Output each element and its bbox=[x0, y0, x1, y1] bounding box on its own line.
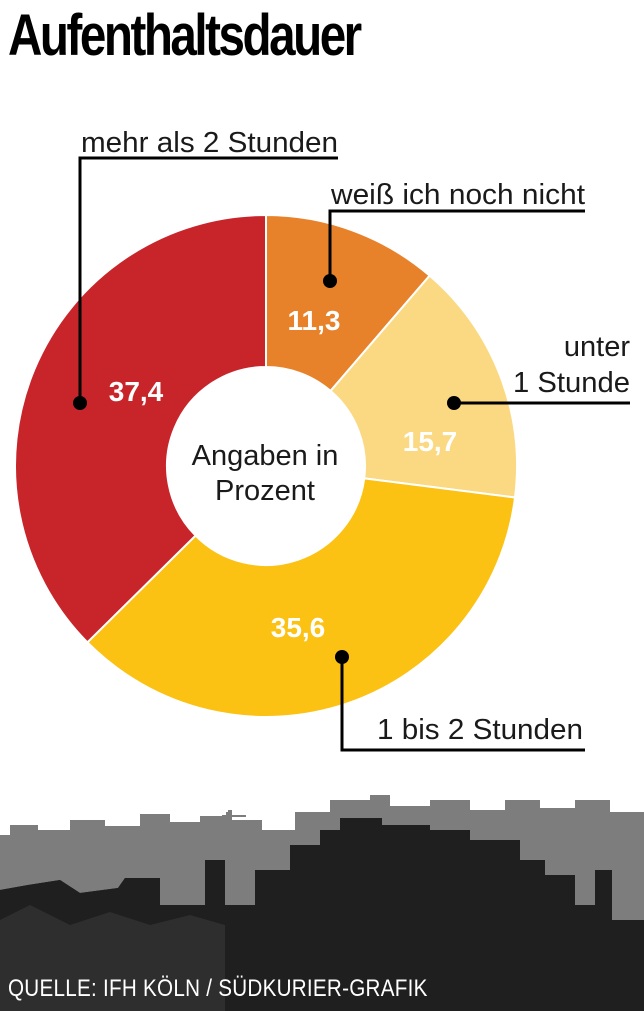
value-label-mehr: 37,4 bbox=[109, 376, 164, 407]
donut-slice-2 bbox=[329, 274, 518, 499]
skyline-illustration bbox=[0, 795, 644, 1011]
callout-bis: 1 bis 2 Stunden bbox=[377, 714, 583, 746]
chart-title: Aufenthaltsdauer bbox=[8, 3, 362, 68]
leader-dots bbox=[73, 274, 461, 664]
leader-dot-mehr bbox=[73, 396, 87, 410]
leader-dot-bis bbox=[335, 650, 349, 664]
donut-slices bbox=[14, 213, 518, 718]
leader-line-mehr bbox=[78, 156, 338, 403]
donut-slice-4 bbox=[14, 213, 267, 644]
leader-lines bbox=[78, 156, 630, 752]
leader-line-bis bbox=[340, 657, 585, 752]
center-label-line2: Prozent bbox=[215, 475, 315, 507]
value-label-bis: 35,6 bbox=[271, 612, 326, 643]
value-label-weiss: 11,3 bbox=[288, 305, 341, 336]
center-label-line1: Angaben in bbox=[192, 440, 339, 472]
source-credit: QUELLE: IFH KÖLN / SÜDKURIER-GRAFIK bbox=[8, 975, 428, 1002]
value-label-unter: 15,7 bbox=[403, 426, 458, 457]
donut-slice-1 bbox=[265, 213, 432, 393]
callout-weiss: weiß ich noch nicht bbox=[330, 179, 585, 211]
callout-unter-line1: unter bbox=[564, 331, 630, 363]
leader-dot-unter bbox=[447, 396, 461, 410]
leader-line-weiss bbox=[328, 209, 585, 281]
callout-mehr: mehr als 2 Stunden bbox=[81, 127, 338, 159]
leader-dot-weiss bbox=[323, 274, 337, 288]
callout-unter-line2: 1 Stunde bbox=[513, 367, 630, 399]
